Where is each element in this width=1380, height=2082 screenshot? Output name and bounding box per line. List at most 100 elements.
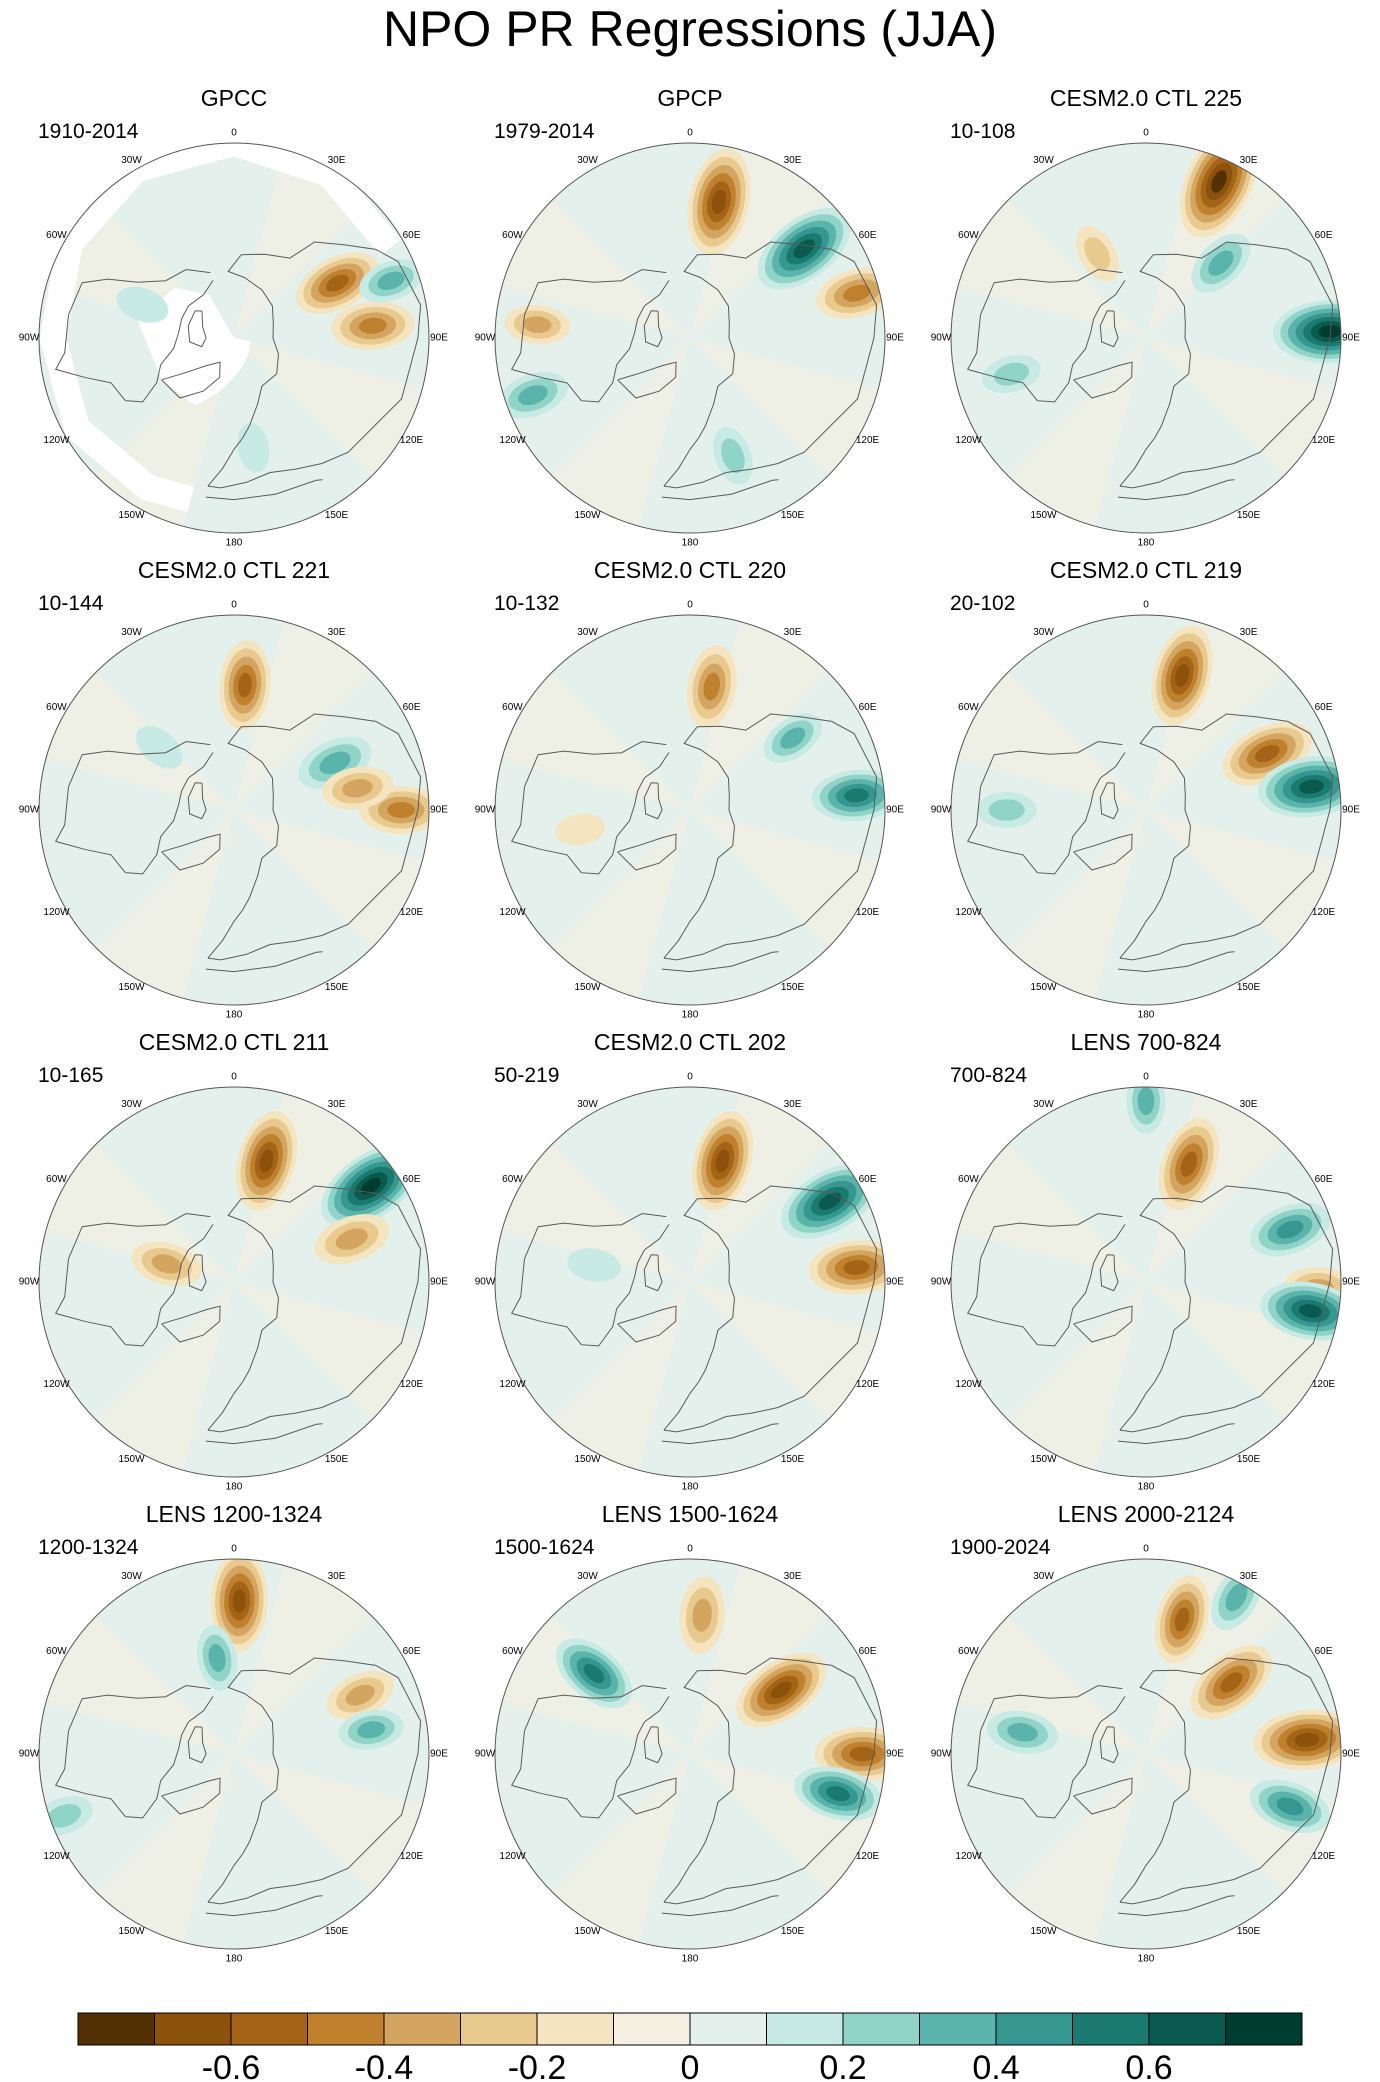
colorbar-swatch <box>995 2012 1073 2046</box>
longitude-label: 120W <box>43 1851 70 1862</box>
longitude-label: 120E <box>856 1851 880 1862</box>
period-label: 50-219 <box>494 1064 559 1087</box>
longitude-label: 180 <box>682 538 699 549</box>
map-panel: CESM2.0 CTL 221 10-144 180 150E 120E 90E 60E 30… <box>19 557 449 1021</box>
coastline <box>207 713 422 961</box>
coastline <box>54 1684 214 1819</box>
longitude-label: 180 <box>226 1482 243 1493</box>
field-band <box>234 1282 332 1477</box>
anomaly-contour <box>237 672 252 698</box>
period-label: 10-108 <box>950 120 1015 143</box>
field-band <box>234 810 423 948</box>
period-label: 1200-1324 <box>38 1536 139 1559</box>
longitude-label: 60W <box>502 1174 523 1185</box>
longitude-label: 150W <box>574 1454 601 1465</box>
longitude-label: 60E <box>859 1646 877 1657</box>
longitude-label: 150W <box>574 982 601 993</box>
coastline <box>643 310 663 348</box>
colorbar-tick-label: -0.4 <box>355 2049 414 2082</box>
anomaly-contour <box>319 751 351 775</box>
map-fill <box>951 1087 1341 1477</box>
field-band <box>1146 810 1244 1005</box>
longitude-label: 90W <box>475 1749 496 1760</box>
field-band <box>136 1087 234 1282</box>
coastline <box>510 740 670 875</box>
longitude-label: 60W <box>46 230 67 241</box>
anomaly-contour <box>1007 1722 1038 1742</box>
coastline <box>1117 479 1235 501</box>
longitude-label: 120W <box>43 435 70 446</box>
longitude-label: 0 <box>687 128 693 139</box>
longitude-label: 90W <box>931 1277 952 1288</box>
longitude-label: 60E <box>403 230 421 241</box>
coastline <box>1117 951 1235 973</box>
coastline <box>207 241 422 489</box>
coastline <box>966 268 1126 403</box>
longitude-label: 30W <box>577 627 598 638</box>
coastline <box>617 361 677 399</box>
longitude-label: 150W <box>1030 1926 1057 1937</box>
map-panel: GPCP 1979-2014 180 150E 120E 90E 60E 30E 0 30W 60W… <box>475 85 905 549</box>
longitude-label: 30E <box>328 1571 346 1582</box>
field-band <box>234 338 332 533</box>
field-band <box>39 1282 234 1380</box>
coastline <box>966 1212 1126 1347</box>
field-band <box>690 338 879 476</box>
map-panel: CESM2.0 CTL 211 10-165 180 150E 120E 90E 60E 30… <box>19 1029 449 1493</box>
colorbar-swatch <box>842 2012 920 2046</box>
map-panel: LENS 2000-2124 1900-2024 180 150E 120E 90E 60E… <box>931 1501 1361 1965</box>
missing-data-ocean <box>39 143 401 512</box>
coastline <box>966 1684 1126 1819</box>
anomaly-contour <box>849 1746 876 1762</box>
field-band <box>592 1087 690 1282</box>
anomaly-contour <box>1225 1583 1248 1612</box>
longitude-label: 150W <box>574 1926 601 1937</box>
anomaly-contour <box>567 1248 621 1282</box>
longitude-label: 60E <box>859 702 877 713</box>
field-band <box>495 1282 690 1380</box>
panel-title: CESM2.0 CTL 219 <box>1050 557 1242 583</box>
coastline <box>1117 1423 1235 1445</box>
longitude-label: 150E <box>325 982 349 993</box>
map-panel: GPCC 1910-2014 180 150E 120E 90E 60E 30E 0 30W 60W… <box>19 85 449 549</box>
field-band <box>96 1282 235 1471</box>
longitude-label: 60E <box>1315 230 1333 241</box>
anomaly-contour <box>208 1643 226 1672</box>
longitude-label: 30E <box>328 627 346 638</box>
longitude-label: 90E <box>430 1277 448 1288</box>
longitude-label: 0 <box>231 128 237 139</box>
colorbar-tick-label: 0.2 <box>819 2049 866 2082</box>
anomaly-contour <box>357 1721 386 1739</box>
longitude-label: 180 <box>1138 1010 1155 1021</box>
longitude-label: 30W <box>1033 1571 1054 1582</box>
field-band <box>957 200 1146 338</box>
anomaly-contour <box>1211 170 1227 193</box>
anomaly-contour <box>583 1663 605 1683</box>
anomaly-contour <box>358 317 387 334</box>
anomaly-contour <box>1174 1607 1190 1632</box>
map-boundary <box>38 1086 430 1478</box>
field-band <box>136 615 234 810</box>
anomaly-contour <box>715 1149 730 1173</box>
map-boundary <box>950 142 1342 534</box>
panel-title: CESM2.0 CTL 225 <box>1050 85 1242 111</box>
anomaly-contour <box>844 788 869 803</box>
longitude-label: 60W <box>502 702 523 713</box>
longitude-label: 60W <box>958 1646 979 1657</box>
field-band <box>1146 338 1335 476</box>
field-band <box>501 1144 690 1282</box>
panel-title: CESM2.0 CTL 211 <box>139 1029 329 1055</box>
field-band <box>136 143 234 338</box>
period-label: 1500-1624 <box>494 1536 595 1559</box>
period-label: 1900-2024 <box>950 1536 1051 1559</box>
field-band <box>39 810 234 908</box>
longitude-label: 180 <box>226 1010 243 1021</box>
longitude-label: 120W <box>499 435 526 446</box>
anomaly-contour <box>1084 237 1111 271</box>
field-band <box>552 1754 690 1943</box>
longitude-label: 150W <box>118 1454 145 1465</box>
anomaly-contour <box>692 1598 712 1632</box>
anomaly-contour <box>232 1589 246 1613</box>
anomaly-contour <box>843 1260 870 1275</box>
map-panel: LENS 1500-1624 1500-1624 180 150E 120E 90E 60E… <box>475 1501 905 1965</box>
